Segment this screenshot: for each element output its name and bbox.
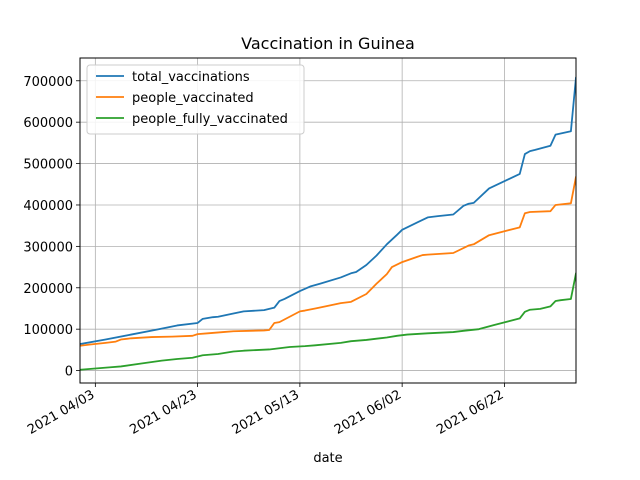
series-line-people-fully-vaccinated — [80, 271, 576, 371]
y-tick-label: 500000 — [23, 158, 73, 173]
legend-label: people_fully_vaccinated — [132, 112, 288, 127]
plot-frame — [79, 57, 577, 384]
legend-label: people_vaccinated — [132, 91, 254, 106]
legend-label: total_vaccinations — [132, 70, 250, 85]
legend: total_vaccinations people_vaccinatedpeopl… — [86, 64, 305, 135]
x-axis-label: date — [313, 451, 342, 466]
y-axis: 0 100000 200000 300000 400000 500000 600000 700… — [23, 75, 80, 380]
y-tick-label: 100000 — [23, 323, 73, 338]
plot-lines — [80, 76, 576, 371]
y-tick-label: 400000 — [23, 199, 73, 214]
y-tick-label: 600000 — [23, 116, 73, 131]
y-tick-label: 200000 — [23, 282, 73, 297]
y-tick-label: 700000 — [23, 75, 73, 90]
series-line-people-vaccinated — [80, 175, 576, 347]
y-tick-label: 300000 — [23, 240, 73, 255]
legend-box — [86, 64, 305, 135]
series-line-total-vaccinations — [80, 76, 576, 345]
y-tick-label: 0 — [65, 365, 73, 380]
chart-title: Vaccination in Guinea — [241, 34, 415, 53]
